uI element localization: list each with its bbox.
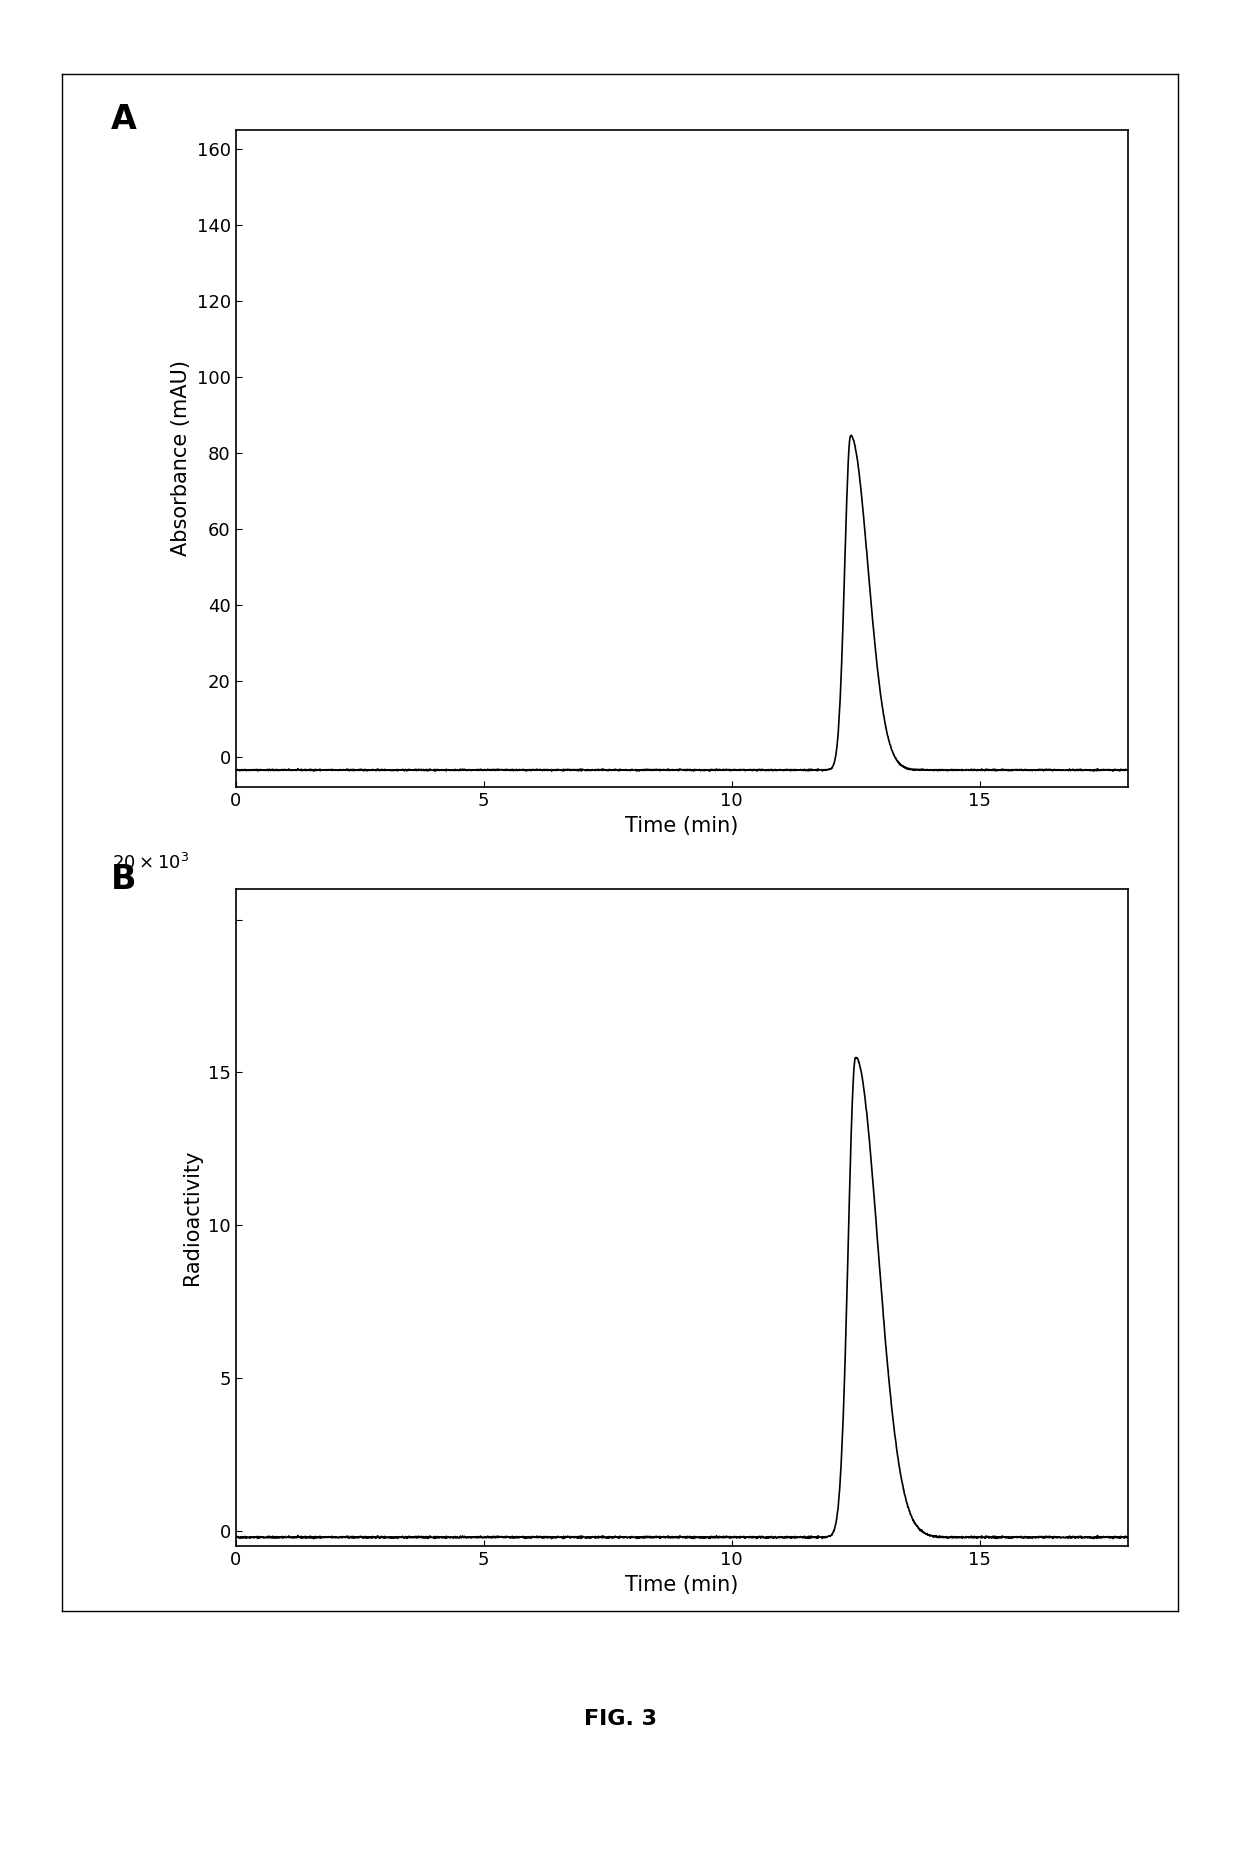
Text: FIG. 3: FIG. 3	[584, 1709, 656, 1728]
X-axis label: Time (min): Time (min)	[625, 815, 739, 835]
Text: B: B	[110, 863, 136, 896]
X-axis label: Time (min): Time (min)	[625, 1574, 739, 1595]
Text: $20\times10^3$: $20\times10^3$	[113, 852, 190, 872]
Y-axis label: Absorbance (mAU): Absorbance (mAU)	[171, 361, 191, 556]
Text: A: A	[110, 104, 136, 137]
Y-axis label: Radioactivity: Radioactivity	[182, 1150, 202, 1285]
